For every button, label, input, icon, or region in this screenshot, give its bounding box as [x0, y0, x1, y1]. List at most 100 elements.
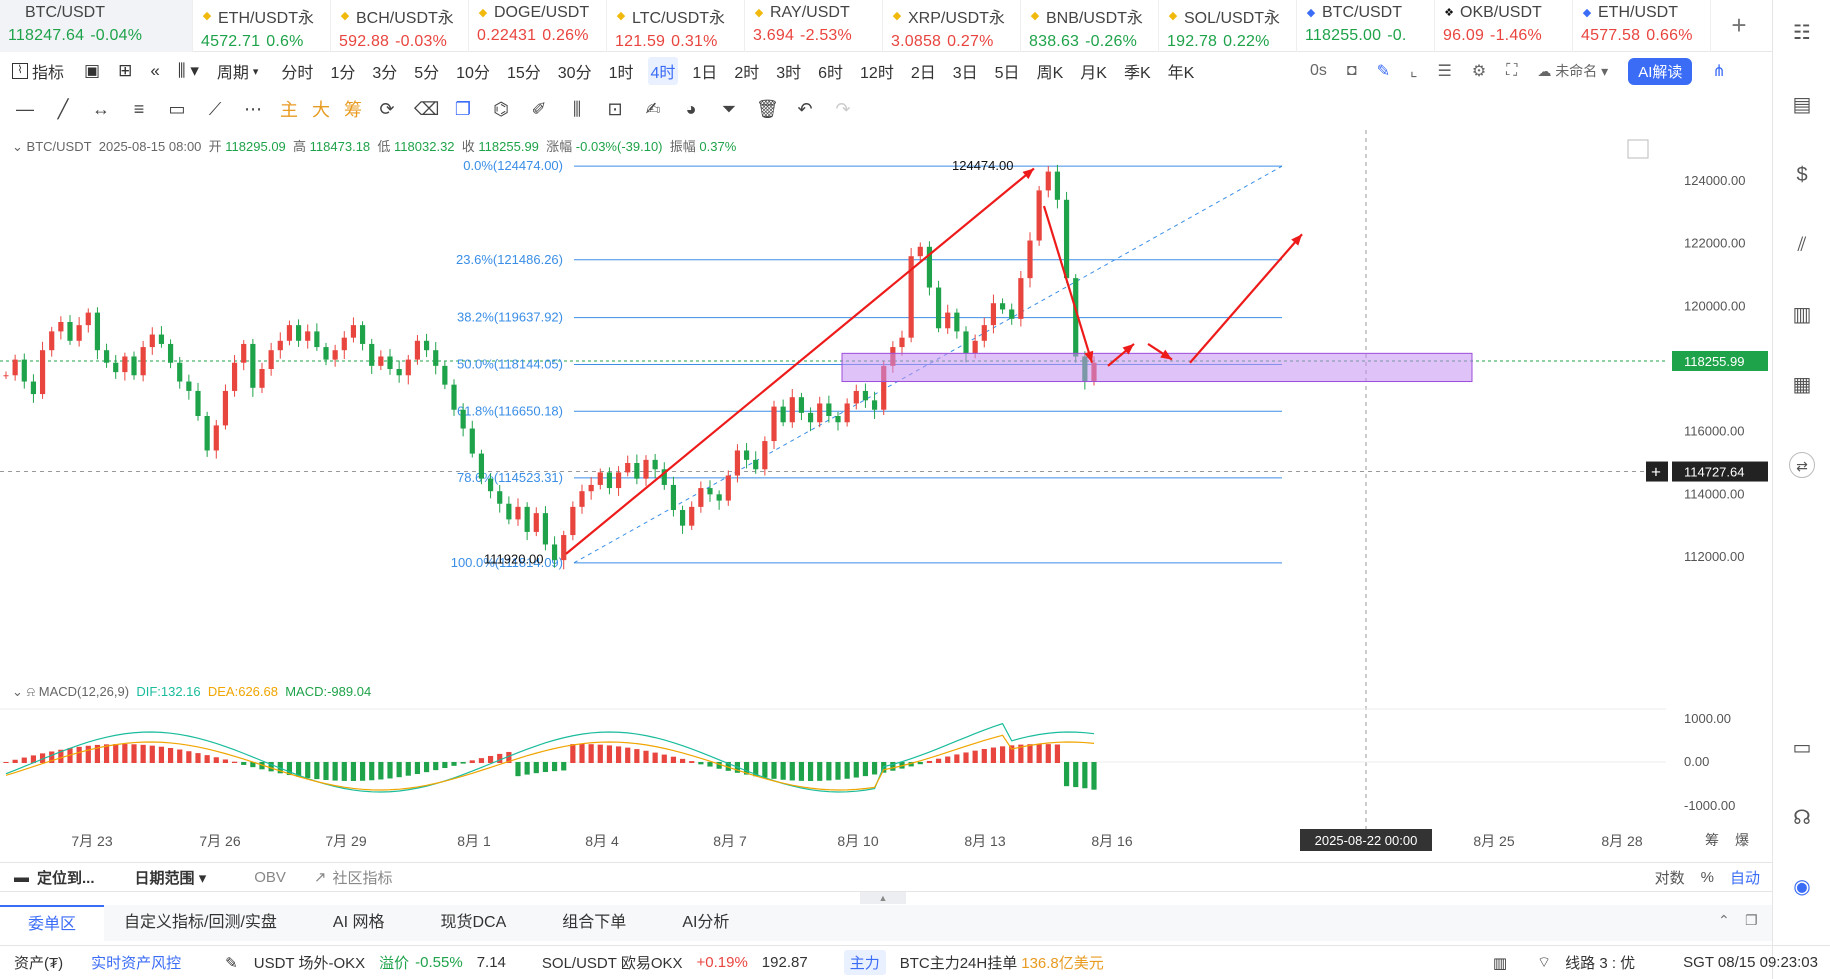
- swap-icon[interactable]: ⇄: [1789, 452, 1815, 478]
- auto-scale-button[interactable]: 自动: [1729, 869, 1760, 887]
- period-6时[interactable]: 6时: [818, 65, 844, 82]
- settings-icon[interactable]: ⚙: [1471, 63, 1487, 80]
- grid-menu-icon[interactable]: ☷: [1793, 22, 1811, 44]
- panel-tab[interactable]: 现货DCA: [440, 914, 507, 931]
- ticker-item[interactable]: ◆ BNB/USDT永 838.63 -0.26%: [1021, 0, 1159, 52]
- eraser-icon[interactable]: ⌫: [414, 98, 440, 119]
- calendar-icon[interactable]: ▣: [84, 61, 101, 80]
- ticker-item[interactable]: ◆ BTC/USDT 118255.00 -0.: [1297, 0, 1435, 52]
- edit-doc-icon[interactable]: ✍: [645, 98, 661, 119]
- panel-tab[interactable]: 自定义指标/回测/实盘: [124, 914, 277, 931]
- candle-type-icon[interactable]: ⫼ ▾: [177, 61, 199, 80]
- crop-icon[interactable]: ⌞: [1409, 63, 1418, 80]
- locate-button[interactable]: 定位到...: [37, 869, 95, 887]
- period-3时[interactable]: 3时: [776, 65, 802, 82]
- ticker-item[interactable]: ◆ RAY/USDT 3.694 -2.53%: [745, 0, 883, 52]
- headset-icon[interactable]: ☊: [1793, 807, 1811, 829]
- indicators-button[interactable]: ⌇ 指标: [12, 59, 64, 83]
- period-年K[interactable]: 年K: [1167, 65, 1195, 82]
- period-2日[interactable]: 2日: [910, 65, 936, 82]
- bar-chart-icon[interactable]: ▥: [1792, 304, 1812, 326]
- obv-button[interactable]: OBV: [254, 868, 286, 886]
- panel-tab[interactable]: AI 网格: [332, 914, 385, 931]
- ticker-item[interactable]: ◆ XRP/USDT永 3.0858 0.27%: [883, 0, 1021, 52]
- risk-control-link[interactable]: 实时资产风控: [91, 955, 182, 972]
- color-icon[interactable]: ◕: [685, 98, 697, 119]
- ticker-item[interactable]: ◆ LTC/USDT永 121.59 0.31%: [607, 0, 745, 52]
- ai-analysis-button[interactable]: AI解读: [1628, 57, 1693, 85]
- period-dropdown[interactable]: 周期 ▾: [217, 59, 259, 83]
- collapse-panel-icon[interactable]: ⌃: [1718, 912, 1730, 928]
- period-5日[interactable]: 5日: [994, 65, 1020, 82]
- trash-status-icon[interactable]: ▥: [1492, 954, 1508, 972]
- pencil-icon[interactable]: ✐: [531, 98, 547, 119]
- magnet-icon[interactable]: ⌬: [493, 98, 509, 119]
- more-tools-icon[interactable]: ⋯: [244, 98, 262, 119]
- ticker-item[interactable]: ◆ ETH/USDT永 4572.71 0.6%: [193, 0, 331, 52]
- share-icon[interactable]: ⋔: [1712, 63, 1726, 80]
- period-分时[interactable]: 分时: [281, 65, 314, 82]
- percent-scale-button[interactable]: %: [1700, 868, 1714, 886]
- date-range-dropdown[interactable]: 日期范围 ▾: [134, 869, 207, 887]
- ticker-item[interactable]: ◆ BCH/USDT永 592.88 -0.03%: [331, 0, 469, 52]
- period-1分[interactable]: 1分: [330, 65, 356, 82]
- panel-tab[interactable]: 组合下单: [562, 914, 627, 931]
- line-status[interactable]: 线路 3 : 优: [1565, 955, 1636, 972]
- etf-icon[interactable]: ▦: [1792, 374, 1812, 396]
- ticker-item[interactable]: BTC/USDT 118247.64 -0.04%: [0, 0, 193, 52]
- chip-tool[interactable]: 筹: [344, 100, 362, 120]
- main-force-tool[interactable]: 主: [280, 100, 298, 120]
- popout-panel-icon[interactable]: ❐: [1745, 912, 1758, 928]
- ray-line-icon[interactable]: ↔: [92, 98, 110, 119]
- list-icon[interactable]: ☰: [1437, 63, 1452, 80]
- dollar-doc-icon[interactable]: $: [1796, 164, 1808, 186]
- layout-name-dropdown[interactable]: ☁ 未命名 ▾: [1537, 63, 1609, 79]
- period-3日[interactable]: 3日: [952, 65, 978, 82]
- period-30分[interactable]: 30分: [557, 65, 592, 82]
- undo-icon[interactable]: ↶: [797, 98, 813, 119]
- period-1日[interactable]: 1日: [692, 65, 718, 82]
- trend-line-icon[interactable]: ╱: [57, 98, 69, 119]
- period-5分[interactable]: 5分: [414, 65, 440, 82]
- ticker-item[interactable]: ◆ SOL/USDT永 192.78 0.22%: [1159, 0, 1297, 52]
- period-10分[interactable]: 10分: [456, 65, 490, 82]
- period-2时[interactable]: 2时: [734, 65, 760, 82]
- fullscreen-icon[interactable]: ⛶: [1506, 62, 1518, 79]
- horizontal-line-icon[interactable]: —: [16, 98, 34, 119]
- edit-icon[interactable]: ✎: [225, 954, 238, 972]
- document-icon[interactable]: ▤: [1792, 94, 1812, 116]
- alert-icon[interactable]: ⍾: [26, 684, 36, 699]
- period-12时[interactable]: 12时: [860, 65, 894, 82]
- period-4时[interactable]: 4时: [647, 57, 679, 85]
- period-1时[interactable]: 1时: [608, 65, 634, 82]
- period-周K[interactable]: 周K: [1036, 65, 1064, 82]
- rewind-icon[interactable]: «: [150, 61, 160, 80]
- collapse-icon[interactable]: ⌄: [12, 684, 23, 699]
- panel-drag-handle[interactable]: ▲: [860, 892, 906, 904]
- period-15分[interactable]: 15分: [506, 65, 541, 82]
- panel-tab[interactable]: 委单区: [0, 905, 105, 941]
- filter-icon[interactable]: ⏷: [721, 98, 737, 119]
- copy-icon[interactable]: ❐: [454, 98, 472, 119]
- collapse-icon[interactable]: ⌄: [12, 139, 23, 154]
- rectangle-icon[interactable]: ▭: [168, 98, 186, 119]
- trend-chart-icon[interactable]: ⫽: [1797, 234, 1807, 256]
- big-order-tool[interactable]: 大: [312, 100, 330, 120]
- layout-grid-icon[interactable]: ⊞: [118, 61, 133, 80]
- candles-icon[interactable]: ⫼: [572, 98, 582, 119]
- ticker-item[interactable]: ❖ OKB/USDT 96.09 -1.46%: [1435, 0, 1573, 52]
- trash-icon[interactable]: 🗑: [756, 98, 779, 119]
- assets-label[interactable]: 资产(₮): [14, 955, 64, 972]
- candlestick-chart[interactable]: 124000.00 122000.00 120000.00 116000.00 1140…: [0, 130, 1772, 862]
- locate-icon[interactable]: ▬: [14, 868, 29, 886]
- camera-icon[interactable]: ◘: [1346, 62, 1357, 79]
- lock-icon[interactable]: ⊡: [607, 98, 623, 119]
- layout-icon[interactable]: ▭: [1792, 737, 1812, 759]
- period-月K[interactable]: 月K: [1080, 65, 1107, 82]
- ticker-item[interactable]: ◆ DOGE/USDT 0.22431 0.26%: [469, 0, 607, 52]
- brush-icon[interactable]: ⟋: [208, 98, 222, 119]
- log-scale-button[interactable]: 对数: [1654, 869, 1685, 887]
- robot-icon[interactable]: ◉: [1793, 876, 1811, 898]
- community-indicator-button[interactable]: 社区指标: [332, 869, 393, 887]
- add-tab-button[interactable]: +: [1731, 10, 1747, 40]
